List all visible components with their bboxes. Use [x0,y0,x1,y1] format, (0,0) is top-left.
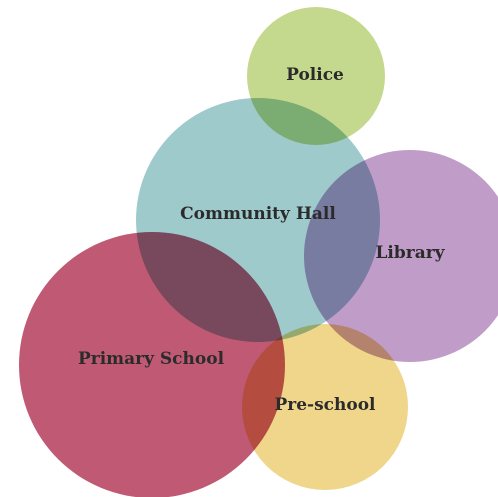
label-community-hall: Community Hall [180,204,336,224]
label-pre-school: Pre-school [274,395,376,415]
label-police: Police [286,65,344,85]
label-library: Library [375,243,445,263]
bubble-primary-school [19,232,285,497]
bubble-library [304,150,498,362]
label-primary-school: Primary School [78,349,225,369]
